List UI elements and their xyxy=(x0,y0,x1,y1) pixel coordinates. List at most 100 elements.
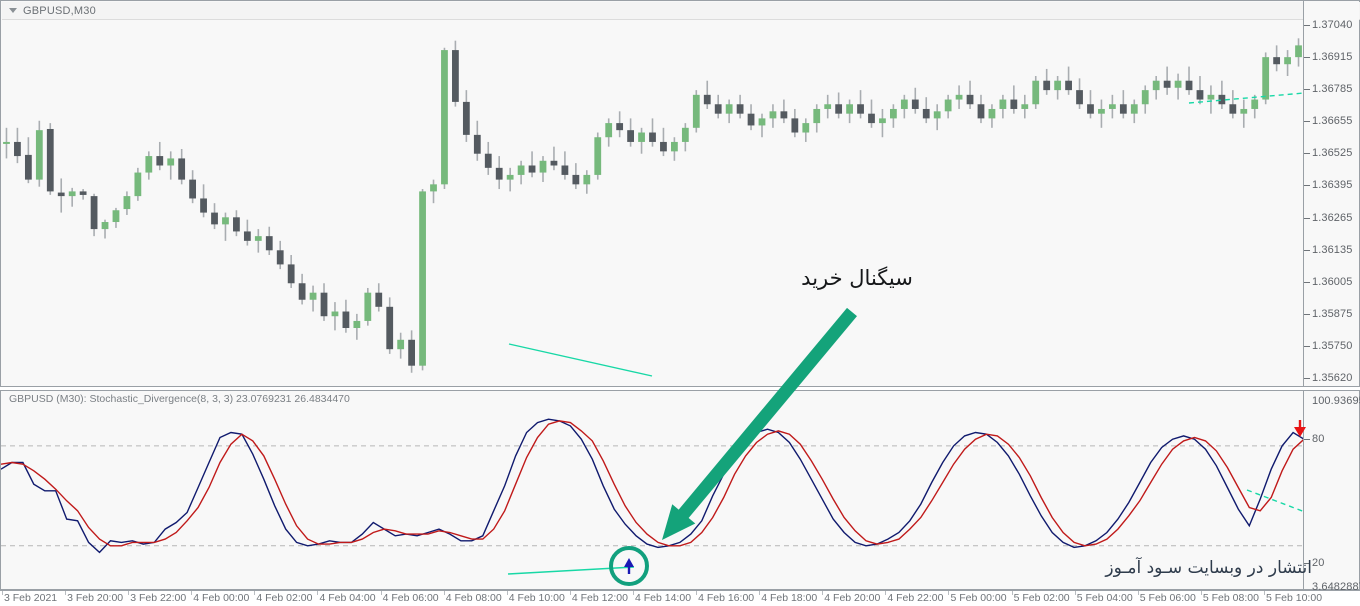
time-tick xyxy=(948,591,950,595)
candlestick xyxy=(660,127,667,157)
candlestick xyxy=(222,212,229,241)
time-tick xyxy=(191,591,193,595)
time-tick-label: 4 Feb 00:00 xyxy=(193,592,250,604)
indicator-plot-area[interactable] xyxy=(1,405,1303,589)
candlestick xyxy=(1284,50,1291,76)
price-tick xyxy=(1304,217,1310,219)
candlestick xyxy=(1043,68,1051,95)
price-tick-label: 1.35620 xyxy=(1312,372,1353,384)
candlestick xyxy=(167,151,175,180)
chevron-down-icon[interactable] xyxy=(9,8,17,13)
candlestick xyxy=(692,90,700,133)
candlestick xyxy=(758,113,766,138)
time-axis[interactable]: 3 Feb 2021 3 Feb 20:00 3 Feb 22:00 4 Feb 00… xyxy=(0,590,1360,606)
price-tick-label: 1.35750 xyxy=(1312,339,1353,352)
circle-highlight-icon xyxy=(609,546,649,586)
candlestick xyxy=(123,191,131,215)
candlestick xyxy=(999,94,1007,119)
time-tick-label: 4 Feb 10:00 xyxy=(508,592,565,604)
indicator-tick xyxy=(1304,439,1310,440)
candlestick xyxy=(802,118,810,142)
time-tick-label: 4 Feb 06:00 xyxy=(382,592,439,604)
time-tick-label: 3 Feb 2021 xyxy=(4,592,58,604)
time-tick-label: 5 Feb 08:00 xyxy=(1202,592,1259,604)
price-chart-panel[interactable]: GBPUSD,M30 1.37040 1.36915 1.36785 1.36655 1… xyxy=(0,0,1360,387)
candlestick xyxy=(189,170,197,204)
candlestick xyxy=(747,104,755,131)
candlestick xyxy=(528,151,536,178)
candlestick xyxy=(211,203,218,230)
candlestick xyxy=(791,108,799,138)
price-tick xyxy=(1304,313,1310,315)
price-axis[interactable]: 1.37040 1.36915 1.36785 1.36655 1.36525 1.363… xyxy=(1303,1,1359,386)
chart-titlebar[interactable]: GBPUSD,M30 xyxy=(2,2,1360,20)
time-tick xyxy=(822,591,824,595)
time-tick xyxy=(696,591,698,595)
time-tick xyxy=(128,591,130,595)
price-plot-area[interactable] xyxy=(1,1,1303,386)
candlestick xyxy=(671,137,678,161)
price-tick-label: 1.36785 xyxy=(1312,83,1353,96)
price-tick xyxy=(1304,249,1310,251)
candlestick xyxy=(857,90,864,119)
candlestick xyxy=(506,167,514,192)
candlestick xyxy=(1119,90,1127,119)
time-tick-label: 5 Feb 06:00 xyxy=(1139,592,1196,604)
price-tick xyxy=(1304,25,1310,26)
candlestick xyxy=(922,97,930,124)
candlestick xyxy=(583,170,591,194)
candlestick xyxy=(353,313,361,340)
candlestick xyxy=(813,104,821,133)
candlestick xyxy=(375,283,383,312)
candlestick xyxy=(1196,75,1204,105)
candlestick xyxy=(769,104,777,128)
indicator-panel[interactable]: GBPUSD (M30): Stochastic_Divergence(8, 3… xyxy=(0,390,1360,593)
candlestick xyxy=(824,94,832,119)
candlestick xyxy=(419,189,426,371)
time-tick xyxy=(1137,591,1139,595)
price-tick xyxy=(1304,121,1310,123)
price-tick xyxy=(1304,57,1310,59)
candlestick xyxy=(1240,99,1248,128)
indicator-header-label: GBPUSD (M30): Stochastic_Divergence(8, 3… xyxy=(9,393,350,405)
time-tick-label: 4 Feb 18:00 xyxy=(761,592,818,604)
candlestick xyxy=(736,94,744,119)
candlestick xyxy=(605,118,613,147)
candlestick xyxy=(342,299,350,333)
price-tick-label: 1.36915 xyxy=(1312,51,1353,64)
candlestick xyxy=(1207,85,1215,114)
price-tick xyxy=(1304,378,1310,379)
candlestick xyxy=(638,127,645,154)
candlestick xyxy=(944,94,952,119)
time-tick-label: 4 Feb 22:00 xyxy=(887,592,944,604)
candlestick xyxy=(649,118,656,147)
candlestick xyxy=(1141,85,1149,114)
time-tick xyxy=(443,591,445,595)
price-bull-divergence-line xyxy=(508,343,653,377)
price-tick xyxy=(1304,153,1310,155)
indicator-tick-label: 20 xyxy=(1312,557,1325,569)
candlestick xyxy=(484,141,492,175)
candlestick xyxy=(977,94,985,124)
candlestick xyxy=(24,137,32,184)
indicator-tick xyxy=(1304,563,1310,564)
candlestick xyxy=(1021,94,1029,119)
time-tick-label: 3 Feb 22:00 xyxy=(130,592,187,604)
price-tick-label: 1.37040 xyxy=(1312,19,1353,31)
indicator-bear-divergence-line xyxy=(1246,489,1306,513)
indicator-axis[interactable]: 100.93695 80 20 3.6482887 xyxy=(1303,391,1360,593)
price-tick-label: 1.36395 xyxy=(1312,179,1353,192)
candlestick xyxy=(495,156,503,190)
candlestick xyxy=(539,156,547,182)
candlestick xyxy=(988,104,996,128)
candlestick xyxy=(408,330,416,373)
buy-signal-annotation: سیگنال خرید xyxy=(801,266,913,290)
candlestick xyxy=(900,94,908,119)
candlestick xyxy=(572,163,580,190)
candlestick xyxy=(1087,90,1094,119)
candlestick xyxy=(156,141,164,171)
time-tick xyxy=(1263,591,1265,595)
price-tick xyxy=(1304,89,1310,91)
price-tick-label: 1.36135 xyxy=(1312,243,1353,256)
candlestick xyxy=(1108,94,1116,119)
